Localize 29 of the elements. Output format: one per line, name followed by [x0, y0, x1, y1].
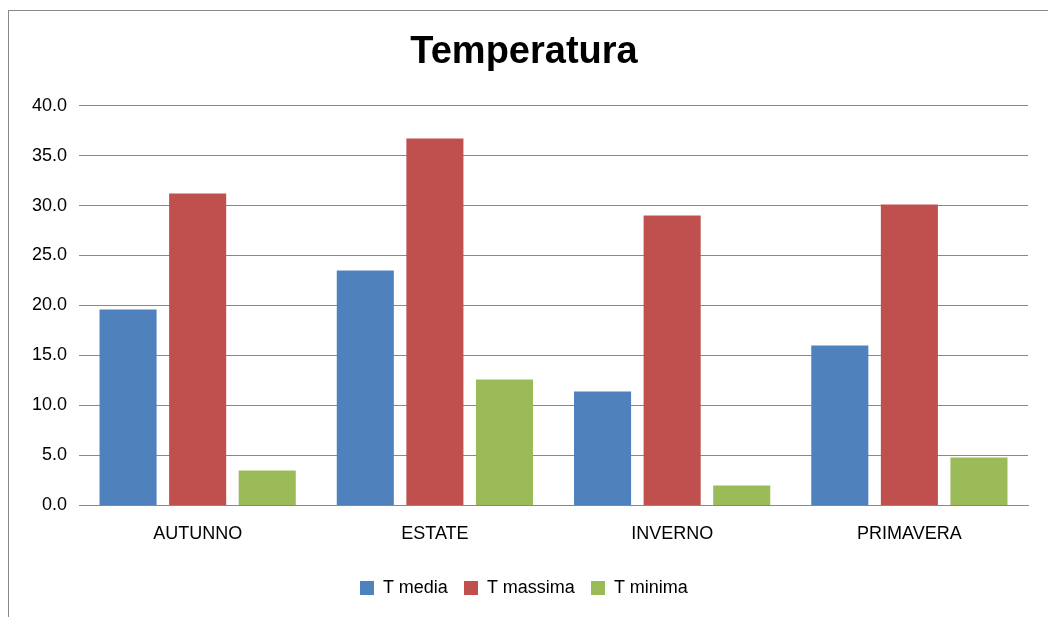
- x-tick-label: AUTUNNO: [153, 523, 243, 544]
- chart-title: Temperatura: [410, 29, 639, 72]
- x-tick-label: ESTATE: [401, 523, 469, 544]
- bar: [811, 345, 869, 505]
- bar: [406, 138, 464, 505]
- legend-label: T media: [382, 576, 449, 597]
- bar: [336, 270, 394, 505]
- y-tick-label: 35.0: [31, 144, 68, 165]
- y-tick-label: 10.0: [31, 394, 68, 415]
- y-tick-label: 5.0: [42, 444, 68, 465]
- bar: [99, 309, 157, 505]
- y-tick-label: 40.0: [31, 94, 68, 115]
- y-tick-label: 0.0: [42, 494, 68, 515]
- y-tick-label: 20.0: [31, 294, 68, 315]
- y-tick-label: 15.0: [31, 344, 68, 365]
- bar: [713, 485, 771, 505]
- y-tick-label: 30.0: [31, 194, 68, 215]
- bar: [880, 204, 938, 505]
- legend-label: T massima: [487, 576, 576, 597]
- bar: [169, 193, 227, 505]
- bar: [238, 470, 296, 505]
- legend-label: T minima: [614, 576, 689, 597]
- y-tick-label: 25.0: [31, 244, 68, 265]
- x-tick-label: PRIMAVERA: [857, 523, 962, 544]
- x-tick-label: INVERNO: [631, 523, 714, 544]
- bar: [475, 379, 534, 505]
- bar: [574, 391, 632, 505]
- bar: [950, 457, 1008, 505]
- bar: [643, 215, 701, 505]
